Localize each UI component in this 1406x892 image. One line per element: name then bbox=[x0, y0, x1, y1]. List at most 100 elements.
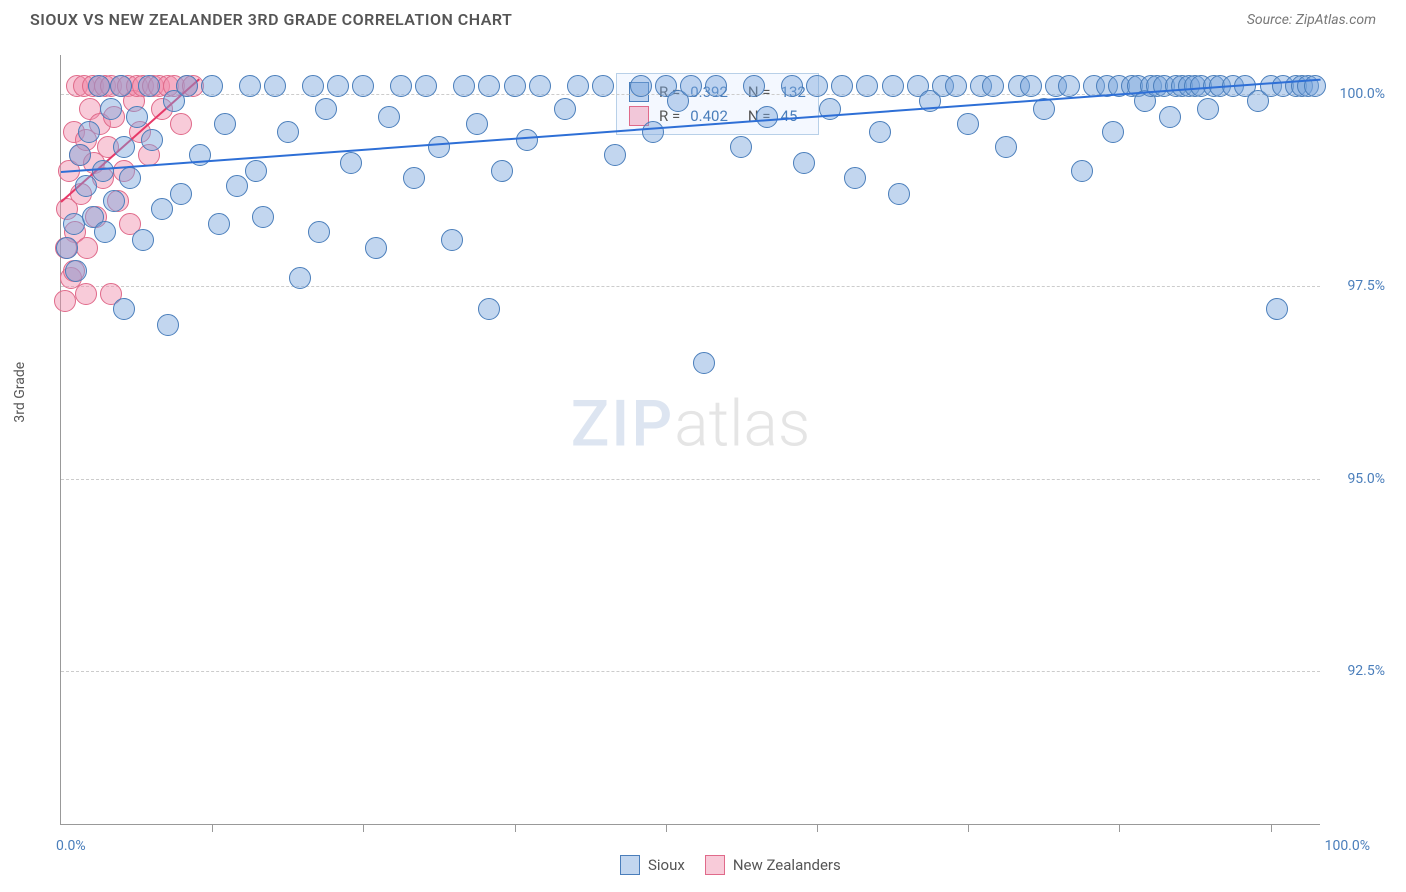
sioux-point bbox=[378, 106, 400, 128]
sioux-point bbox=[390, 75, 412, 97]
sioux-point bbox=[441, 229, 463, 251]
sioux-point bbox=[327, 75, 349, 97]
sioux-point bbox=[151, 198, 173, 220]
sioux-point bbox=[516, 129, 538, 151]
sioux-point bbox=[806, 75, 828, 97]
chart-header: SIOUX VS NEW ZEALANDER 3RD GRADE CORRELA… bbox=[0, 0, 1406, 34]
sioux-point bbox=[141, 129, 163, 151]
sioux-point bbox=[113, 298, 135, 320]
nz-legend-swatch-icon bbox=[705, 855, 725, 875]
sioux-point bbox=[65, 260, 87, 282]
gridline bbox=[61, 286, 1320, 287]
gridline bbox=[61, 671, 1320, 672]
sioux-point bbox=[743, 75, 765, 97]
sioux-point bbox=[428, 136, 450, 158]
sioux-point bbox=[132, 229, 154, 251]
sioux-point bbox=[831, 75, 853, 97]
y-tick-label: 100.0% bbox=[1340, 86, 1385, 102]
sioux-point bbox=[478, 298, 500, 320]
sioux-point bbox=[554, 98, 576, 120]
sioux-point bbox=[226, 175, 248, 197]
sioux-point bbox=[680, 75, 702, 97]
sioux-point bbox=[277, 121, 299, 143]
x-tick bbox=[817, 824, 818, 832]
sioux-point bbox=[592, 75, 614, 97]
sioux-point bbox=[982, 75, 1004, 97]
sioux-point bbox=[110, 75, 132, 97]
watermark: ZIPatlas bbox=[571, 387, 811, 462]
x-tick bbox=[968, 824, 969, 832]
legend-item-nz: New Zealanders bbox=[705, 855, 841, 875]
x-tick bbox=[515, 824, 516, 832]
sioux-point bbox=[201, 75, 223, 97]
sioux-point bbox=[466, 113, 488, 135]
sioux-point bbox=[1197, 98, 1219, 120]
sioux-point bbox=[365, 237, 387, 259]
sioux-point bbox=[56, 237, 78, 259]
sioux-point bbox=[403, 167, 425, 189]
sioux-point bbox=[103, 190, 125, 212]
sioux-legend-swatch-icon bbox=[620, 855, 640, 875]
sioux-point bbox=[1058, 75, 1080, 97]
sioux-point bbox=[138, 75, 160, 97]
sioux-point bbox=[88, 75, 110, 97]
sioux-point bbox=[157, 314, 179, 336]
sioux-point bbox=[352, 75, 374, 97]
sioux-point bbox=[208, 213, 230, 235]
nz-point bbox=[75, 283, 97, 305]
sioux-point bbox=[315, 98, 337, 120]
sioux-point bbox=[642, 121, 664, 143]
sioux-point bbox=[945, 75, 967, 97]
legend-item-sioux: Sioux bbox=[620, 855, 685, 875]
gridline bbox=[61, 479, 1320, 480]
sioux-point bbox=[214, 113, 236, 135]
sioux-point bbox=[693, 352, 715, 374]
sioux-point bbox=[239, 75, 261, 97]
sioux-point bbox=[888, 183, 910, 205]
x-tick bbox=[212, 824, 213, 832]
nz-point bbox=[170, 113, 192, 135]
x-tick bbox=[1271, 824, 1272, 832]
sioux-point bbox=[630, 75, 652, 97]
sioux-point bbox=[176, 75, 198, 97]
x-tick bbox=[1119, 824, 1120, 832]
sioux-point bbox=[957, 113, 979, 135]
sioux-point bbox=[100, 98, 122, 120]
x-axis-min-label: 0.0% bbox=[56, 838, 86, 854]
sioux-point bbox=[756, 106, 778, 128]
sioux-point bbox=[1159, 106, 1181, 128]
sioux-point bbox=[705, 75, 727, 97]
sioux-point bbox=[869, 121, 891, 143]
chart-source: Source: ZipAtlas.com bbox=[1247, 12, 1376, 28]
y-tick-label: 92.5% bbox=[1347, 663, 1385, 679]
x-tick bbox=[363, 824, 364, 832]
sioux-point bbox=[126, 106, 148, 128]
sioux-point bbox=[1266, 298, 1288, 320]
sioux-point bbox=[844, 167, 866, 189]
sioux-point bbox=[264, 75, 286, 97]
sioux-point bbox=[882, 75, 904, 97]
sioux-point bbox=[504, 75, 526, 97]
sioux-point bbox=[94, 221, 116, 243]
chart-title: SIOUX VS NEW ZEALANDER 3RD GRADE CORRELA… bbox=[30, 10, 512, 29]
sioux-point bbox=[302, 75, 324, 97]
sioux-point bbox=[1020, 75, 1042, 97]
chart-container: 3rd Grade ZIPatlas R = 0.392 N = 132 R =… bbox=[50, 45, 1380, 845]
y-tick-label: 97.5% bbox=[1347, 278, 1385, 294]
sioux-point bbox=[289, 267, 311, 289]
sioux-point bbox=[69, 144, 91, 166]
sioux-point bbox=[170, 183, 192, 205]
sioux-point bbox=[453, 75, 475, 97]
x-tick bbox=[666, 824, 667, 832]
sioux-point bbox=[113, 136, 135, 158]
sioux-point bbox=[491, 160, 513, 182]
sioux-point bbox=[604, 144, 626, 166]
sioux-point bbox=[856, 75, 878, 97]
sioux-point bbox=[730, 136, 752, 158]
sioux-point bbox=[793, 152, 815, 174]
y-tick-label: 95.0% bbox=[1347, 471, 1385, 487]
sioux-point bbox=[995, 136, 1017, 158]
chart-legend: Sioux New Zealanders bbox=[620, 855, 841, 875]
sioux-point bbox=[78, 121, 100, 143]
sioux-point bbox=[415, 75, 437, 97]
